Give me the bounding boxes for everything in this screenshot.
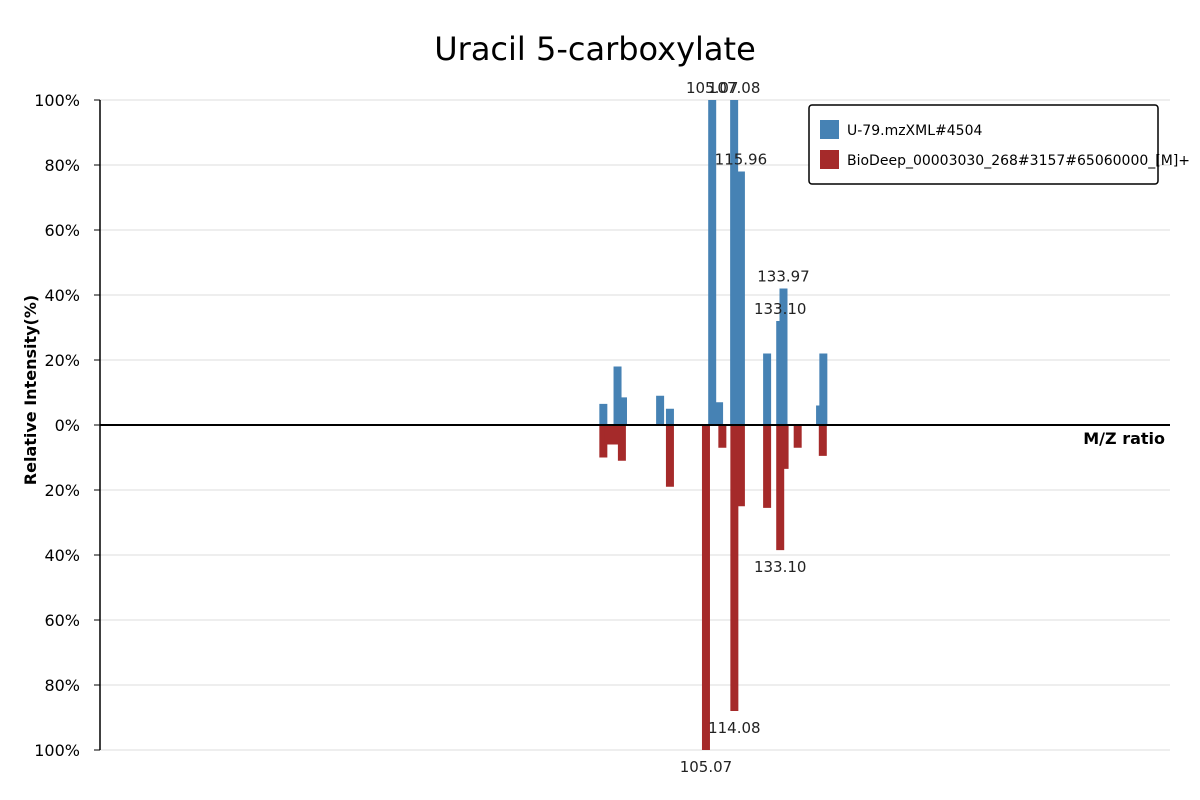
grid-lines <box>100 99 1170 751</box>
reference-peak-bar <box>776 425 785 551</box>
y-tick-label: 20% <box>44 481 80 500</box>
y-tick-label: 20% <box>44 351 80 370</box>
peak-mz-label: 114.08 <box>708 719 761 737</box>
reference-peak-bar <box>736 425 745 507</box>
query-peak-bar <box>708 100 717 425</box>
reference-peak-bar <box>763 425 772 508</box>
reference-peak-bar <box>793 425 802 448</box>
reference-peak-bar <box>604 425 613 445</box>
reference-peak-bar <box>780 425 789 469</box>
query-peak-bar <box>779 288 788 425</box>
y-axis-label: Relative Intensity(%) <box>21 295 40 485</box>
y-tick-label: 80% <box>44 156 80 175</box>
peak-mz-label: 115.96 <box>715 151 768 169</box>
query-peak-bar <box>730 100 739 425</box>
y-tick-label: 80% <box>44 676 80 695</box>
peak-mz-label: 133.10 <box>754 558 807 576</box>
reference-peak-bar <box>730 425 739 711</box>
query-peak-bar <box>613 366 622 425</box>
peak-labels: 105.07107.08115.96133.10133.97105.07114.… <box>680 79 810 776</box>
reference-peak-bar <box>718 425 727 448</box>
bars <box>599 100 828 750</box>
y-tick-label: 0% <box>55 416 80 435</box>
y-tick-label: 60% <box>44 611 80 630</box>
axes <box>99 100 1170 750</box>
legend-label-query: U-79.mzXML#4504 <box>847 123 982 139</box>
query-peak-bar <box>599 403 608 425</box>
y-tick-label: 40% <box>44 546 80 565</box>
peak-mz-label: 107.08 <box>708 79 761 97</box>
x-axis-label: M/Z ratio <box>1083 429 1165 448</box>
reference-peak-bar <box>617 425 626 461</box>
query-peak-bar <box>763 353 772 425</box>
y-tick-label: 100% <box>34 741 80 760</box>
peak-mz-label: 133.97 <box>757 268 810 286</box>
legend-swatch-query <box>820 120 839 139</box>
query-peak-bar <box>665 408 674 425</box>
y-tick-label: 100% <box>34 91 80 110</box>
peak-mz-label: 133.10 <box>754 300 807 318</box>
query-peak-bar <box>618 397 627 425</box>
y-tick-labels: 100% 80% 60% 40% 20% 0% 20% 40% 60% 80% 100% <box>34 91 100 760</box>
query-peak-bar <box>736 171 745 425</box>
reference-peak-bar <box>818 425 827 456</box>
chart-title: Uracil 5-carboxylate <box>434 30 756 68</box>
peak-mz-label: 105.07 <box>686 79 739 97</box>
query-peak-bar <box>715 402 724 425</box>
legend-box <box>808 104 1159 185</box>
reference-peak-bar <box>612 425 621 445</box>
query-peak-bar <box>819 353 828 425</box>
y-tick-label: 60% <box>44 221 80 240</box>
query-peak-bar <box>656 395 665 425</box>
peak-mz-label: 105.07 <box>680 758 733 776</box>
y-tick-label: 40% <box>44 286 80 305</box>
legend-label-reference: BioDeep_00003030_268#3157#65060000_[M]+ <box>847 153 1190 169</box>
legend-swatch-reference <box>820 150 839 169</box>
legend: U-79.mzXML#4504 BioDeep_00003030_268#315… <box>808 104 1190 185</box>
reference-peak-bar <box>599 425 608 458</box>
reference-peak-bar <box>701 425 710 750</box>
reference-peak-bar <box>665 425 674 487</box>
